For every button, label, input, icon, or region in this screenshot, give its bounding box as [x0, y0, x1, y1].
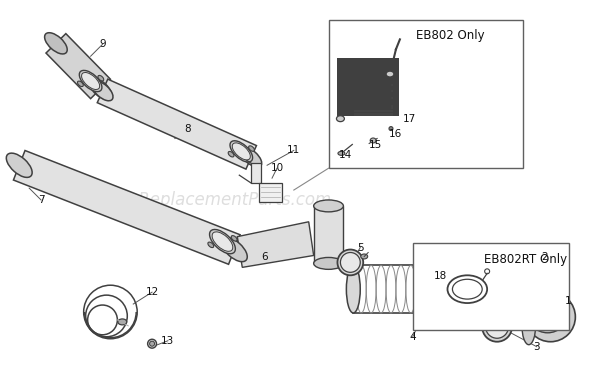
Ellipse shape [340, 253, 360, 272]
Ellipse shape [221, 237, 247, 262]
Text: 9: 9 [99, 39, 106, 49]
Polygon shape [97, 79, 257, 169]
Text: EB802RT Only: EB802RT Only [484, 253, 568, 265]
Text: 18: 18 [434, 271, 447, 281]
Text: 1: 1 [565, 296, 572, 306]
Text: 15: 15 [369, 140, 382, 151]
Ellipse shape [118, 319, 127, 325]
Text: 11: 11 [287, 145, 300, 155]
Polygon shape [259, 183, 282, 202]
Text: 12: 12 [146, 287, 159, 297]
Ellipse shape [370, 138, 376, 143]
Ellipse shape [209, 230, 235, 254]
Text: 7: 7 [38, 195, 44, 205]
Ellipse shape [346, 265, 360, 313]
Text: 17: 17 [403, 114, 417, 124]
Text: EB802 Only: EB802 Only [416, 29, 484, 43]
Ellipse shape [150, 341, 155, 346]
Text: 2: 2 [541, 253, 548, 262]
Ellipse shape [79, 70, 102, 91]
Ellipse shape [241, 147, 262, 167]
Text: 3: 3 [533, 342, 540, 352]
Text: 10: 10 [270, 163, 284, 173]
Text: 14: 14 [339, 151, 352, 160]
Ellipse shape [314, 200, 343, 212]
Ellipse shape [527, 291, 568, 333]
Bar [413, 242, 569, 330]
Ellipse shape [6, 153, 32, 178]
Bar [314, 206, 343, 264]
Ellipse shape [148, 339, 156, 348]
Bar [329, 20, 523, 168]
Ellipse shape [314, 257, 343, 269]
Ellipse shape [526, 292, 575, 342]
Ellipse shape [92, 81, 113, 101]
Ellipse shape [231, 236, 237, 241]
Ellipse shape [338, 151, 345, 155]
Ellipse shape [230, 141, 253, 162]
Polygon shape [251, 163, 261, 183]
Text: 5: 5 [357, 242, 363, 253]
Polygon shape [237, 222, 314, 267]
Text: 4: 4 [409, 332, 416, 342]
Ellipse shape [389, 127, 393, 131]
Ellipse shape [212, 232, 233, 251]
Ellipse shape [45, 33, 67, 54]
Ellipse shape [386, 71, 394, 77]
Ellipse shape [98, 75, 104, 81]
Text: eReplacementParts.com: eReplacementParts.com [128, 191, 331, 209]
Ellipse shape [480, 265, 494, 313]
Text: 16: 16 [389, 129, 402, 138]
Text: 6: 6 [261, 253, 267, 262]
Text: 8: 8 [185, 124, 191, 134]
Ellipse shape [232, 143, 250, 160]
Ellipse shape [337, 249, 363, 275]
Ellipse shape [77, 81, 83, 86]
Polygon shape [14, 151, 240, 264]
Polygon shape [46, 34, 110, 99]
Ellipse shape [228, 151, 234, 157]
Ellipse shape [486, 316, 509, 338]
Ellipse shape [522, 305, 536, 345]
Ellipse shape [509, 316, 516, 321]
Ellipse shape [360, 254, 368, 259]
Ellipse shape [81, 72, 100, 90]
Ellipse shape [89, 78, 112, 100]
Ellipse shape [482, 312, 512, 342]
Ellipse shape [336, 116, 345, 122]
Text: 13: 13 [161, 336, 175, 346]
Ellipse shape [248, 146, 254, 151]
Ellipse shape [208, 242, 214, 248]
